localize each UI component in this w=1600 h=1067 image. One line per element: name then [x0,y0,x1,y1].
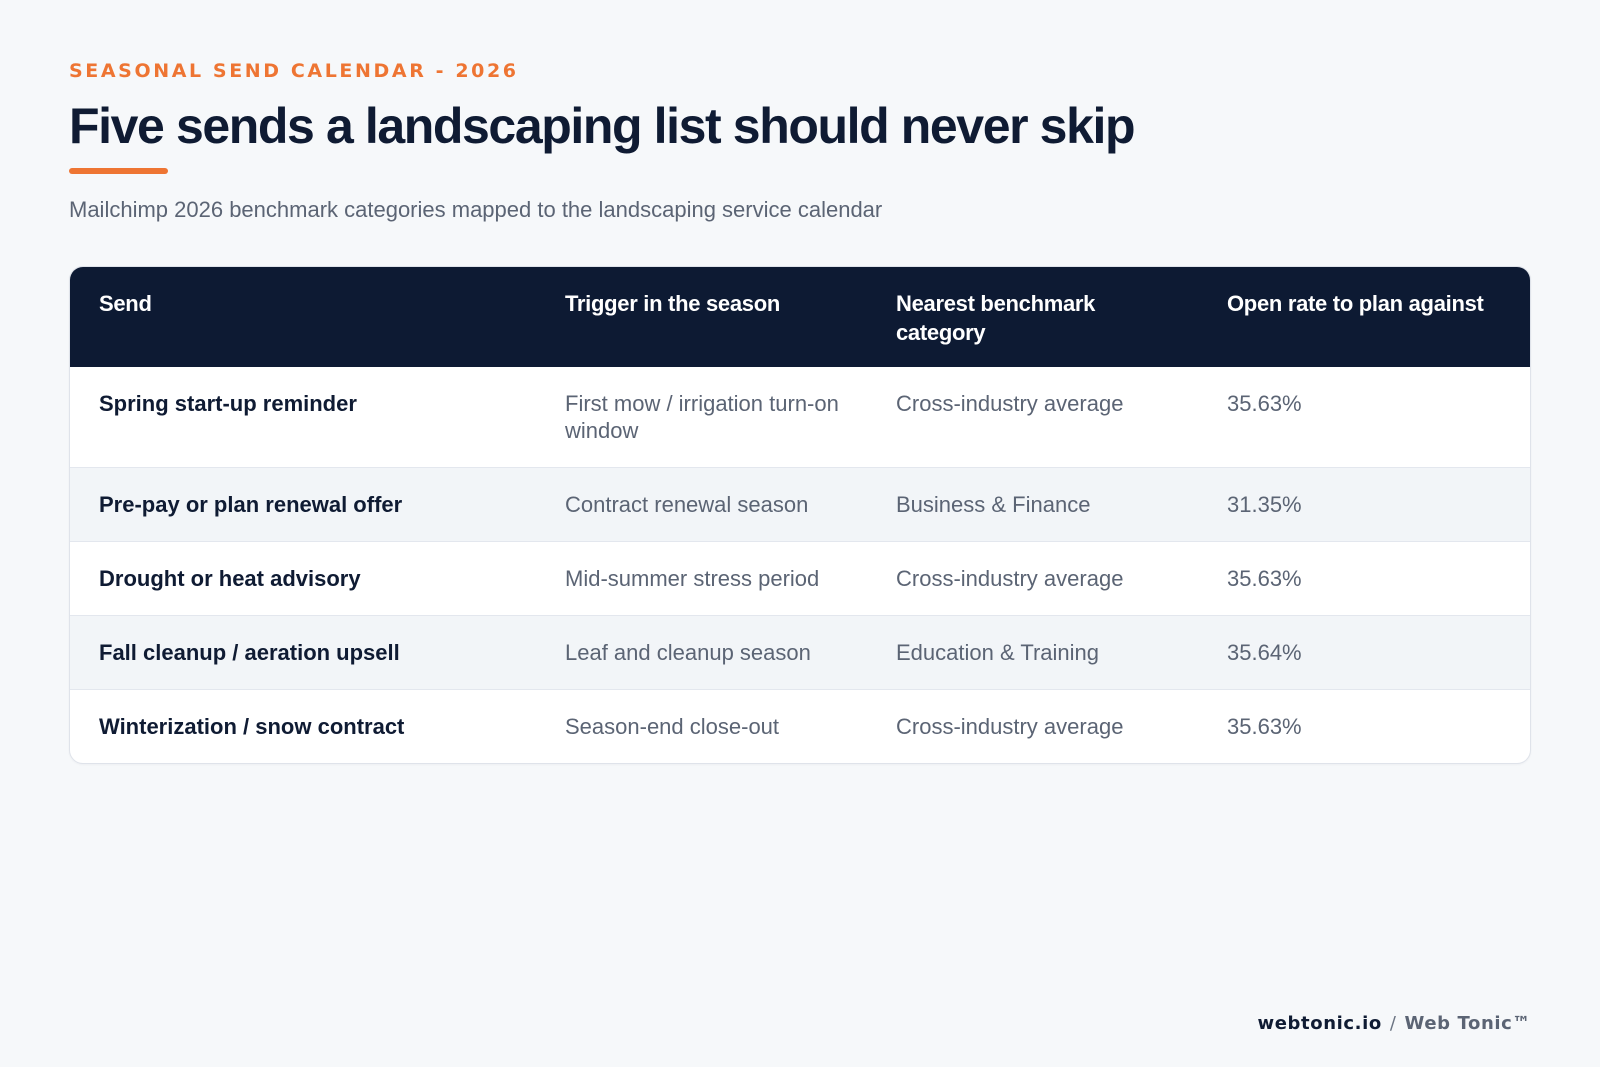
send-cell: Pre-pay or plan renewal offer [99,492,403,517]
page-title: Five sends a landscaping list should nev… [69,98,1136,154]
open-rate-cell: 35.63% [1227,391,1302,416]
column-header-category: Nearest benchmark category [896,291,1096,345]
table-row: Fall cleanup / aeration upsell Leaf and … [70,615,1530,690]
send-cell: Fall cleanup / aeration upsell [99,640,400,665]
table-row: Pre-pay or plan renewal offer Contract r… [70,467,1530,542]
trigger-cell: First mow / irrigation turn-on window [565,391,839,443]
send-cell: Winterization / snow contract [99,714,405,739]
send-calendar-table: Send Trigger in the season Nearest bench… [70,267,1530,763]
column-header-open-rate: Open rate to plan against [1227,291,1484,316]
footer-brand-name: Web Tonic™ [1404,1013,1531,1034]
table-row: Winterization / snow contract Season-end… [70,689,1530,764]
send-calendar-table-card: Send Trigger in the season Nearest bench… [69,266,1531,764]
category-cell: Business & Finance [896,492,1091,517]
eyebrow-label: SEASONAL SEND CALENDAR - 2026 [69,60,519,82]
footer-credit: webtonic.io / Web Tonic™ [1258,1012,1531,1036]
footer-site-link[interactable]: webtonic.io [1257,1013,1382,1034]
table-row: Spring start-up reminder First mow / irr… [70,367,1530,468]
page-content: SEASONAL SEND CALENDAR - 2026 Five sends… [69,58,1531,764]
table-header-row: Send Trigger in the season Nearest bench… [70,267,1530,367]
open-rate-cell: 35.63% [1227,566,1302,591]
column-header-trigger: Trigger in the season [565,291,780,316]
open-rate-cell: 35.63% [1227,714,1302,739]
category-cell: Cross-industry average [896,391,1124,416]
table-body: Spring start-up reminder First mow / irr… [70,367,1530,763]
title-underline-accent [69,168,168,174]
send-cell: Drought or heat advisory [99,566,361,591]
trigger-cell: Season-end close-out [565,714,780,739]
open-rate-cell: 35.64% [1227,640,1302,665]
trigger-cell: Mid-summer stress period [565,566,820,591]
footer-separator: / [1389,1013,1397,1034]
table-row: Drought or heat advisory Mid-summer stre… [70,541,1530,616]
column-header-send: Send [99,291,152,316]
open-rate-cell: 31.35% [1227,492,1302,517]
category-cell: Cross-industry average [896,566,1124,591]
trigger-cell: Contract renewal season [565,492,809,517]
trigger-cell: Leaf and cleanup season [565,640,811,665]
page-subtitle: Mailchimp 2026 benchmark categories mapp… [69,197,883,222]
table-header: Send Trigger in the season Nearest bench… [70,267,1530,367]
category-cell: Cross-industry average [896,714,1124,739]
category-cell: Education & Training [896,640,1100,665]
send-cell: Spring start-up reminder [99,391,357,416]
